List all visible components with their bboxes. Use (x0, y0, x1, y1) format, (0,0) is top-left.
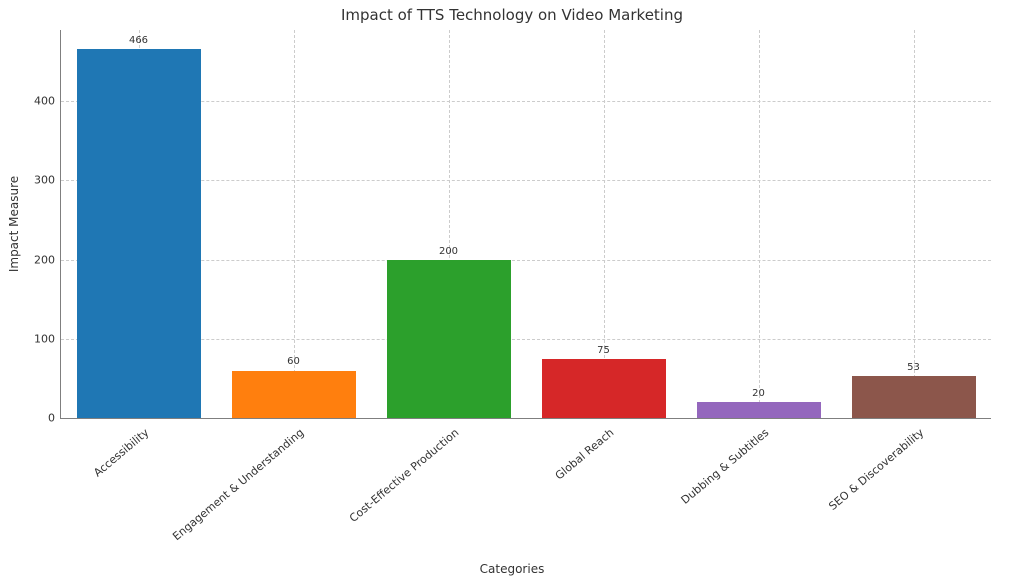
bar-value-label: 75 (597, 345, 610, 356)
x-tick-label: Accessibility (0, 426, 151, 565)
bar (387, 260, 511, 418)
y-tick-label: 0 (48, 412, 61, 425)
plot-area: 0100200300400466Accessibility60Engagemen… (60, 30, 991, 419)
grid-line-horizontal (61, 101, 991, 102)
bar-value-label: 466 (129, 35, 148, 46)
x-tick-label: SEO & Discoverability (764, 426, 926, 565)
bar (542, 359, 666, 418)
chart-container: Impact of TTS Technology on Video Market… (0, 0, 1024, 582)
y-tick-label: 400 (34, 95, 61, 108)
grid-line-vertical (914, 30, 915, 418)
x-tick-label: Engagement & Understanding (144, 426, 306, 565)
bar (852, 376, 976, 418)
bar (77, 49, 201, 418)
bar-value-label: 53 (907, 362, 920, 373)
y-axis-label: Impact Measure (7, 176, 21, 272)
x-tick-label: Global Reach (454, 426, 616, 565)
grid-line-horizontal (61, 180, 991, 181)
grid-line-horizontal (61, 339, 991, 340)
y-tick-label: 200 (34, 253, 61, 266)
y-tick-label: 100 (34, 332, 61, 345)
x-tick-label: Cost-Effective Production (299, 426, 461, 565)
y-tick-label: 300 (34, 174, 61, 187)
x-axis-label: Categories (0, 562, 1024, 576)
bar-value-label: 60 (287, 356, 300, 367)
grid-line-vertical (759, 30, 760, 418)
bar-value-label: 200 (439, 246, 458, 257)
bar (697, 402, 821, 418)
grid-line-horizontal (61, 260, 991, 261)
bar (232, 371, 356, 419)
bar-value-label: 20 (752, 388, 765, 399)
chart-title: Impact of TTS Technology on Video Market… (0, 6, 1024, 24)
x-tick-label: Dubbing & Subtitles (609, 426, 771, 565)
